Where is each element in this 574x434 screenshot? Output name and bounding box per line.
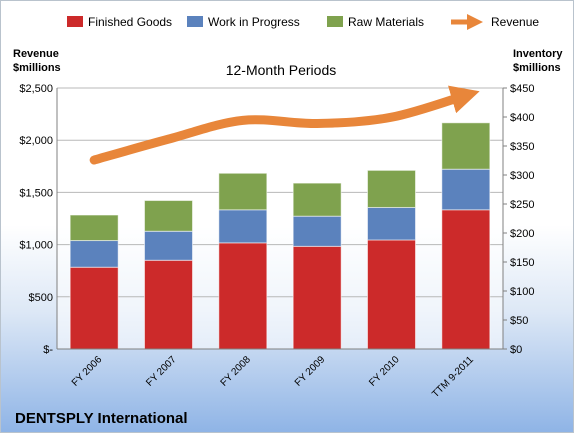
bar-segment-raw-materials (368, 170, 416, 207)
left-tick-label: $1,000 (19, 240, 53, 252)
bar-segment-finished-goods (368, 240, 416, 349)
x-tick-label: TTM 9-2011 (430, 354, 476, 400)
bar-segment-finished-goods (219, 243, 267, 349)
bar-segment-work-in-progress (368, 207, 416, 239)
bar-segment-work-in-progress (145, 231, 193, 260)
legend-label: Raw Materials (348, 15, 424, 29)
right-tick-label: $250 (510, 199, 534, 211)
bar-segment-finished-goods (70, 267, 118, 349)
bar-segment-raw-materials (219, 173, 267, 210)
chart-title: 12-Month Periods (226, 62, 337, 78)
legend-label: Finished Goods (88, 15, 172, 29)
left-tick-label: $500 (29, 292, 53, 304)
right-tick-label: $200 (510, 228, 534, 240)
left-tick-label: $- (43, 344, 53, 356)
x-tick-label: FY 2008 (219, 354, 254, 389)
legend-label: Revenue (491, 15, 539, 29)
left-tick-label: $1,500 (19, 187, 53, 199)
right-tick-label: $100 (510, 286, 534, 298)
bar-segment-work-in-progress (293, 216, 341, 246)
bar-segment-finished-goods (293, 246, 341, 349)
left-axis-label-line1: Revenue (13, 48, 59, 60)
bar-segment-finished-goods (145, 260, 193, 349)
x-tick-label: FY 2010 (367, 354, 402, 389)
bar-segment-finished-goods (442, 210, 490, 349)
right-tick-label: $350 (510, 141, 534, 153)
right-tick-label: $400 (510, 112, 534, 124)
bar-segment-raw-materials (145, 201, 193, 232)
company-name: DENTSPLY International (15, 410, 188, 427)
bar-segment-work-in-progress (442, 169, 490, 210)
right-tick-label: $450 (510, 83, 534, 95)
right-tick-label: $0 (510, 344, 522, 356)
right-axis-label-line1: Inventory (513, 48, 563, 60)
plot-area (57, 88, 503, 349)
legend-swatch (67, 16, 83, 27)
x-tick-label: FY 2006 (70, 354, 105, 389)
right-tick-label: $150 (510, 257, 534, 269)
legend-swatch (327, 16, 343, 27)
x-tick-label: FY 2007 (144, 354, 179, 389)
bar-segment-work-in-progress (219, 210, 267, 243)
right-tick-label: $300 (510, 170, 534, 182)
left-tick-label: $2,000 (19, 135, 53, 147)
x-tick-label: FY 2009 (293, 354, 328, 389)
left-tick-label: $2,500 (19, 83, 53, 95)
legend-label: Work in Progress (208, 15, 300, 29)
legend-swatch (187, 16, 203, 27)
left-axis-label-line2: $millions (13, 62, 61, 74)
right-tick-label: $50 (510, 315, 528, 327)
bar-segment-work-in-progress (70, 241, 118, 268)
bar-segment-raw-materials (442, 123, 490, 169)
right-axis-label-line2: $millions (513, 62, 561, 74)
bar-segment-raw-materials (70, 215, 118, 241)
bar-segment-raw-materials (293, 183, 341, 216)
